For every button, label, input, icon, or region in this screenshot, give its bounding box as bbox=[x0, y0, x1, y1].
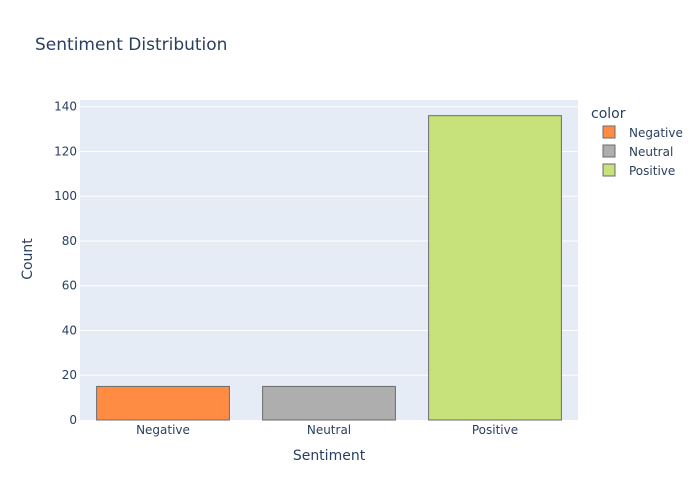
y-tick-label: 140 bbox=[54, 100, 77, 114]
legend-swatch bbox=[602, 163, 616, 177]
x-axis-ticks: Negative Neutral Positive bbox=[136, 423, 518, 437]
bar-neutral bbox=[262, 385, 396, 421]
x-tick-label: Positive bbox=[472, 423, 518, 437]
legend-label: Neutral bbox=[629, 145, 673, 159]
y-tick-label: 0 bbox=[69, 413, 77, 427]
y-tick-label: 20 bbox=[62, 368, 77, 382]
legend: color Negative Neutral Positive bbox=[591, 106, 683, 178]
y-tick-label: 100 bbox=[54, 189, 77, 203]
bar-negative bbox=[96, 385, 230, 421]
y-tick-label: 40 bbox=[62, 323, 77, 337]
x-tick-label: Negative bbox=[136, 423, 190, 437]
bars bbox=[96, 115, 562, 421]
y-tick-label: 80 bbox=[62, 234, 77, 248]
y-axis-ticks: 0 20 40 60 80 100 120 140 bbox=[54, 100, 77, 427]
x-tick-label: Neutral bbox=[307, 423, 351, 437]
chart-title: Sentiment Distribution bbox=[35, 35, 227, 55]
legend-label: Negative bbox=[629, 126, 683, 140]
legend-swatch bbox=[602, 125, 616, 139]
bar-positive bbox=[428, 115, 562, 421]
y-axis-title: Count bbox=[20, 238, 36, 280]
y-tick-label: 60 bbox=[62, 279, 77, 293]
legend-label: Positive bbox=[629, 164, 675, 178]
y-tick-label: 120 bbox=[54, 144, 77, 158]
x-axis-title: Sentiment bbox=[293, 448, 366, 464]
legend-swatch bbox=[602, 144, 616, 158]
legend-title: color bbox=[591, 106, 626, 122]
